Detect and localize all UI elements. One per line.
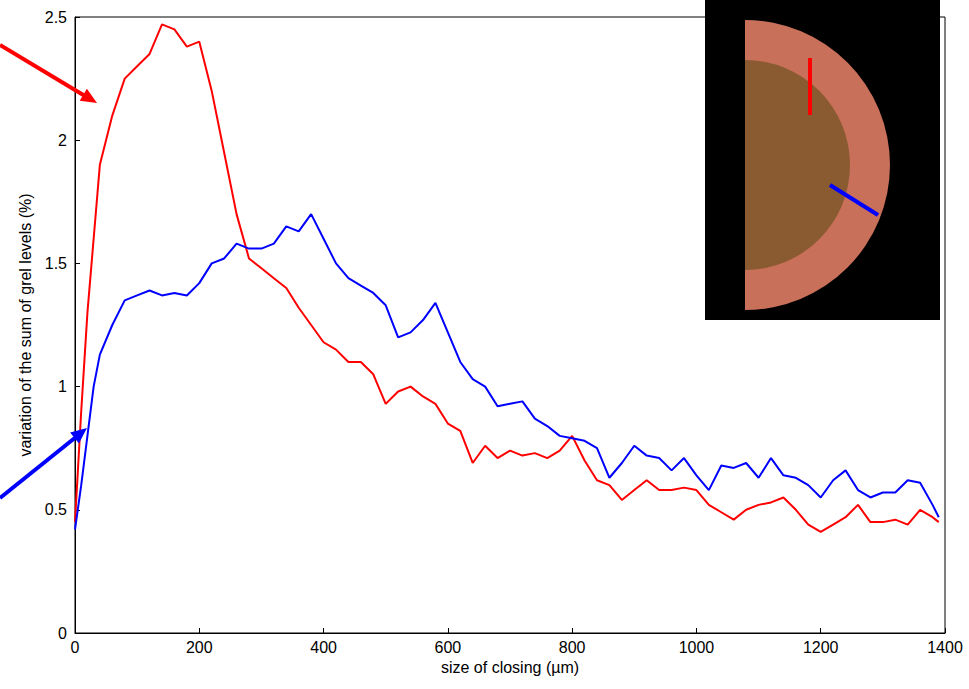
svg-text:200: 200 [186, 639, 213, 656]
svg-text:size of closing (µm): size of closing (µm) [441, 659, 579, 676]
svg-text:600: 600 [435, 639, 462, 656]
svg-text:400: 400 [310, 639, 337, 656]
svg-text:1: 1 [58, 378, 67, 395]
svg-text:800: 800 [559, 639, 586, 656]
svg-text:1200: 1200 [803, 639, 839, 656]
svg-text:1.5: 1.5 [45, 255, 67, 272]
svg-text:1000: 1000 [679, 639, 715, 656]
svg-text:2.5: 2.5 [45, 9, 67, 26]
svg-text:0: 0 [58, 625, 67, 642]
svg-text:1400: 1400 [927, 639, 963, 656]
svg-text:variation of the sum of grel l: variation of the sum of grel levels (%) [17, 193, 34, 456]
svg-text:0: 0 [71, 639, 80, 656]
svg-text:0.5: 0.5 [45, 501, 67, 518]
svg-text:2: 2 [58, 132, 67, 149]
